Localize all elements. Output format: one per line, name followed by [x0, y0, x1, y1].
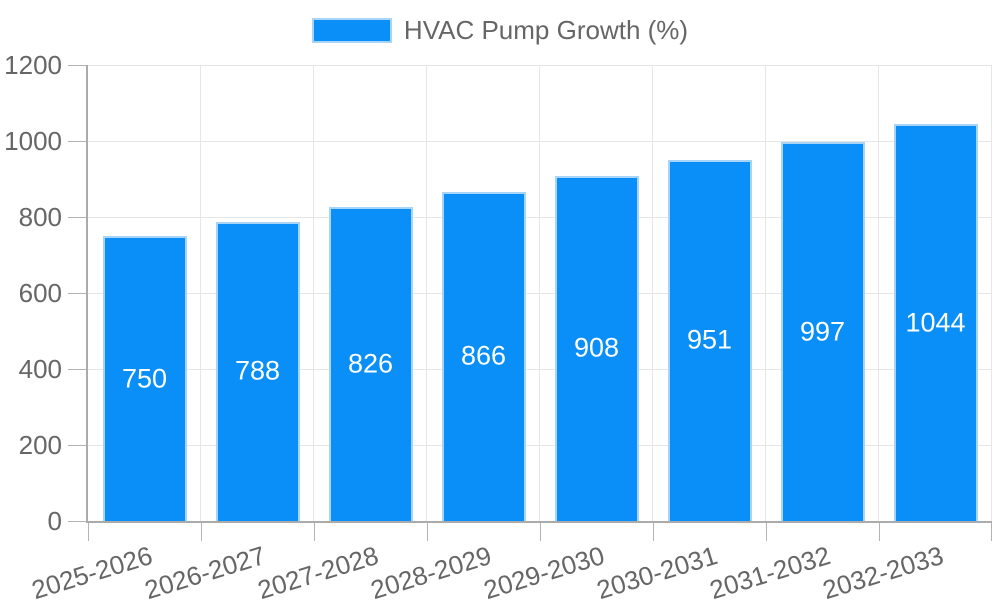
gridline-horizontal	[88, 369, 992, 370]
bar-value-label: 788	[234, 355, 281, 386]
gridline-vertical	[539, 65, 540, 521]
y-tick-mark	[68, 293, 86, 294]
bar-value-label: 866	[460, 340, 507, 371]
x-tick-mark	[879, 523, 880, 541]
gridline-horizontal	[88, 65, 992, 66]
legend-swatch	[311, 17, 392, 43]
bar-value-label: 1044	[905, 307, 966, 338]
gridline-horizontal	[88, 217, 992, 218]
x-tick-label-text: 2030-2031	[593, 540, 721, 600]
bar[interactable]	[554, 175, 639, 521]
bar[interactable]	[893, 124, 978, 521]
y-tick-mark	[68, 141, 86, 142]
x-tick-mark	[314, 523, 315, 541]
y-tick-mark	[68, 65, 86, 66]
x-axis-line	[86, 521, 992, 523]
y-tick-mark	[68, 217, 86, 218]
y-tick-mark	[68, 445, 86, 446]
bar-value-label: 908	[573, 332, 620, 363]
gridline-horizontal	[88, 141, 992, 142]
x-tick-label-text: 2032-2033	[819, 540, 947, 600]
gridline-vertical	[878, 65, 879, 521]
x-tick-label-text: 2025-2026	[28, 540, 156, 600]
y-tick-label: 800	[18, 202, 62, 232]
bar[interactable]	[667, 159, 752, 521]
bar[interactable]	[215, 221, 300, 521]
y-tick-label: 200	[18, 430, 62, 460]
bar-value-label: 750	[121, 363, 168, 393]
y-tick-mark	[68, 369, 86, 370]
y-axis-line	[86, 65, 88, 523]
x-tick-label-text: 2027-2028	[254, 540, 382, 600]
legend-label: HVAC Pump Growth (%)	[403, 15, 689, 45]
gridline-vertical	[313, 65, 314, 521]
gridline-horizontal	[88, 445, 992, 446]
gridline-vertical	[200, 65, 201, 521]
y-tick-label: 0	[47, 506, 62, 536]
x-tick-mark	[766, 523, 767, 541]
bar[interactable]	[328, 207, 413, 521]
y-tick-label: 400	[18, 354, 62, 384]
gridline-vertical	[652, 65, 653, 521]
y-tick-mark	[68, 521, 86, 522]
legend-item[interactable]: HVAC Pump Growth (%)	[311, 15, 689, 45]
y-tick-label: 1200	[4, 50, 62, 80]
gridline-horizontal	[88, 293, 992, 294]
x-tick-label-text: 2029-2030	[480, 540, 608, 600]
bar[interactable]	[441, 191, 526, 521]
x-tick-mark	[88, 523, 89, 541]
x-tick-mark	[427, 523, 428, 541]
x-tick-mark	[653, 523, 654, 541]
gridline-vertical	[765, 65, 766, 521]
x-tick-label-text: 2031-2032	[706, 540, 834, 600]
x-tick-label-text: 2028-2029	[367, 540, 495, 600]
x-tick-mark	[991, 523, 992, 541]
gridline-vertical	[991, 65, 992, 521]
x-tick-label-text: 2026-2027	[141, 540, 269, 600]
bar-value-label: 997	[799, 316, 846, 347]
bar-value-label: 951	[686, 324, 733, 355]
x-tick-mark	[540, 523, 541, 541]
bar[interactable]	[780, 142, 865, 521]
x-tick-mark	[201, 523, 202, 541]
y-tick-label: 1000	[4, 126, 62, 156]
bar[interactable]	[102, 236, 187, 521]
plot-area: 750 788 826 866 908 951 997 1044	[68, 65, 992, 541]
legend: HVAC Pump Growth (%)	[0, 16, 1000, 44]
bar-value-label: 826	[347, 348, 394, 379]
y-tick-label: 600	[18, 278, 62, 308]
gridline-vertical	[426, 65, 427, 521]
